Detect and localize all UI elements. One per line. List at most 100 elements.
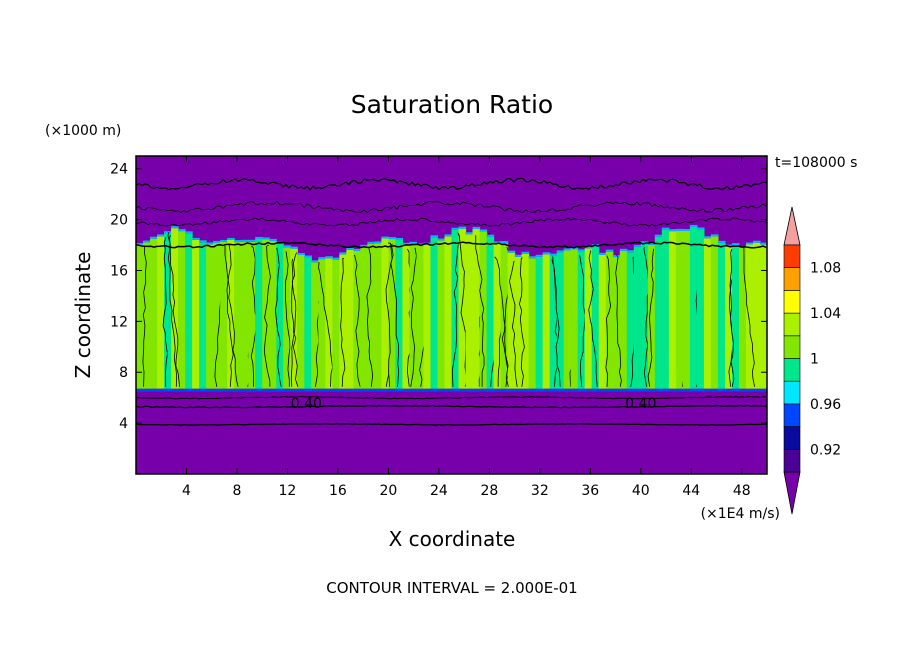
plot-frame (135, 155, 768, 475)
colorbar-swatch (783, 335, 801, 359)
colorbar-swatch (783, 312, 801, 337)
cloud-top-edge (206, 242, 214, 245)
cloud-top-edge (577, 249, 586, 252)
cloud-top-edge (493, 241, 502, 244)
cloud-strip (521, 253, 530, 389)
cloud-top-edge (514, 254, 523, 257)
contour-line (475, 235, 485, 387)
y-tick-label: 16 (110, 263, 128, 279)
cloud-strip (150, 238, 158, 389)
contour-line (552, 256, 561, 387)
cloud-strip (451, 229, 460, 389)
contour-line (494, 256, 509, 387)
cloud-strip (654, 236, 663, 389)
plot-area: 0.40 0.40 (136, 156, 767, 474)
cloud-top-edge (717, 240, 726, 243)
cloud-strip (626, 252, 635, 389)
y-tick-label: 4 (119, 416, 128, 432)
x-tick-label: 16 (329, 483, 347, 499)
cloud-strip (402, 244, 411, 389)
cloud-strip (339, 254, 347, 389)
y-tick-label: 24 (110, 162, 128, 178)
contour-label: 0.40 (625, 396, 656, 412)
cloud-strip (367, 243, 375, 389)
contour-line (742, 246, 755, 387)
contour-line (136, 217, 767, 227)
cloud-top-edge (465, 232, 474, 235)
cloud-strip (605, 251, 614, 389)
cloud-top-edge (388, 237, 397, 240)
cloud-strip (297, 254, 305, 389)
cloud-top-edge (752, 240, 761, 243)
cloud-top-edge (395, 238, 404, 241)
colorbar-swatch (783, 244, 801, 269)
cloud-top-edge (647, 242, 656, 245)
x-tick-label: 12 (279, 483, 297, 499)
cloud-top-edge (339, 252, 347, 255)
cloud-strip (689, 226, 698, 389)
contour-line (615, 254, 622, 387)
cloud-top-edge (220, 239, 228, 242)
cloud-top-edge (346, 247, 354, 250)
contour-line (169, 234, 181, 387)
y-tick-label: 20 (110, 213, 128, 229)
cloud-top-edge (150, 236, 158, 239)
cloud-strip (283, 247, 291, 389)
colorbar-swatch (783, 380, 801, 405)
chart-title: Saturation Ratio (351, 90, 553, 119)
colorbar-low-extension (783, 471, 801, 515)
contour-line (224, 246, 239, 387)
cloud-top-edge (472, 226, 481, 229)
x-tick-label: 28 (480, 483, 498, 499)
cloud-top-edge (745, 242, 754, 245)
cloud-top-edge (633, 244, 642, 247)
cloud-top-edge (528, 256, 537, 259)
cloud-top-edge (374, 241, 382, 244)
colorbar-swatch (783, 426, 801, 450)
contour-line (167, 232, 178, 387)
contour-line (457, 232, 467, 387)
cloud-top-edge (353, 248, 361, 251)
cloud-top-edge (486, 234, 495, 237)
cloud-strip (325, 258, 333, 389)
cloud-strip (703, 238, 712, 389)
x-tick-label: 20 (379, 483, 397, 499)
cloud-top-edge (325, 256, 333, 259)
cloud-strip (507, 252, 516, 389)
cloud-top-edge (157, 234, 165, 237)
cloud-top-edge (213, 240, 221, 243)
cloud-strip (682, 230, 691, 389)
cloud-strip (346, 249, 354, 389)
cloud-strip (178, 231, 186, 389)
cloud-top-edge (283, 245, 291, 248)
cloud-top-edge (542, 252, 551, 255)
cloud-strip (717, 242, 726, 389)
colorbar-label: 0.92 (810, 442, 841, 458)
cloud-top-edge (598, 252, 607, 255)
contour-line (136, 177, 767, 191)
x-tick-label: 44 (682, 483, 700, 499)
cloud-top-edge (612, 255, 621, 258)
cloud-strip (710, 236, 719, 389)
cloud-strip (143, 242, 151, 389)
cloud-top-edge (262, 237, 270, 240)
cloud-strip (724, 246, 733, 389)
cloud-top-edge (255, 236, 263, 239)
contour-line (275, 247, 282, 387)
colorbar-label: 1.04 (810, 306, 841, 322)
cloud-strip (640, 243, 649, 389)
y-tick-label: 12 (110, 314, 128, 330)
cloud-top-edge (640, 241, 649, 244)
cloud-strip (542, 254, 551, 389)
cloud-strip (668, 231, 677, 389)
cloud-strip (437, 240, 446, 389)
contour-line (162, 237, 168, 387)
x-axis-label: X coordinate (389, 527, 516, 551)
cloud-top-edge (332, 257, 340, 260)
cloud-strip (500, 243, 509, 389)
cloud-top-edge (507, 250, 516, 253)
cloud-top-edge (318, 257, 326, 260)
cloud-top-edge (185, 231, 193, 234)
cloud-strip (304, 257, 312, 389)
colorbar-high-extension (783, 206, 801, 246)
